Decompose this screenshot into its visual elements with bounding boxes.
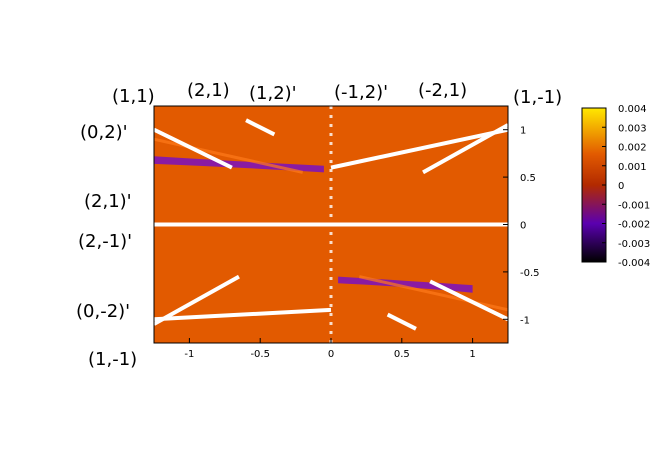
colorbar-tick-label: 0.003 [618, 123, 647, 134]
annotation-label: (-2,1) [418, 80, 468, 101]
annotation-label: (1,2)' [249, 83, 297, 104]
annotation-label: (1,-1) [513, 87, 563, 108]
x-axis: -1 -0.5 0 0.5 1 [184, 338, 476, 360]
white-feature-line [154, 127, 233, 170]
positive-streak [358, 275, 508, 312]
heatmap-area [154, 106, 508, 343]
colorbar-tick-label: -0.001 [618, 200, 650, 211]
y-tick-label: 0.5 [520, 173, 536, 184]
annotation-label: (2,1) [187, 80, 230, 101]
y-tick-label: -0.5 [520, 268, 540, 279]
white-feature-line [245, 118, 276, 137]
y-axis: 1 0.5 0 -0.5 -1 [503, 126, 540, 326]
annotation-label: (2,-1)' [78, 231, 133, 252]
colorbar-tick-label: -0.002 [618, 220, 650, 231]
annotation-label: (0,2)' [80, 122, 128, 143]
white-feature-line [330, 127, 508, 170]
positive-streak [154, 137, 304, 174]
annotation-label: (1,1) [112, 86, 155, 107]
colorbar-tick-label: -0.004 [618, 258, 650, 269]
annotation-label: (1,-1) [88, 349, 138, 370]
colorbar-tick-label: -0.003 [618, 239, 650, 250]
colorbar-tick-label: 0.004 [618, 104, 647, 115]
annotation-label: (-1,2)' [334, 82, 389, 103]
x-tick-label: 0.5 [394, 349, 410, 360]
colorbar-tick-label: 0 [618, 181, 624, 192]
colorbar-tick-label: 0.001 [618, 162, 647, 173]
white-feature-line [386, 312, 417, 331]
annotation-label: (2,1)' [84, 191, 132, 212]
y-tick-label: 0 [520, 221, 526, 232]
white-feature-line [154, 307, 332, 322]
colorbar-tick-label: 0.002 [618, 143, 647, 154]
x-tick-label: 1 [469, 349, 475, 360]
x-tick-label: -0.5 [250, 349, 270, 360]
white-feature-line [429, 279, 508, 322]
x-tick-label: 0 [328, 349, 334, 360]
x-tick-label: -1 [184, 349, 194, 360]
white-feature-line [154, 274, 240, 326]
white-feature-line [422, 123, 508, 175]
colorbar-axis: 0.004 0.003 0.002 0.001 0 -0.001 -0.002 -0.003 -… [602, 104, 650, 269]
y-tick-label: -1 [520, 315, 530, 326]
y-tick-label: 1 [520, 126, 526, 137]
annotation-label: (0,-2)' [76, 301, 131, 322]
